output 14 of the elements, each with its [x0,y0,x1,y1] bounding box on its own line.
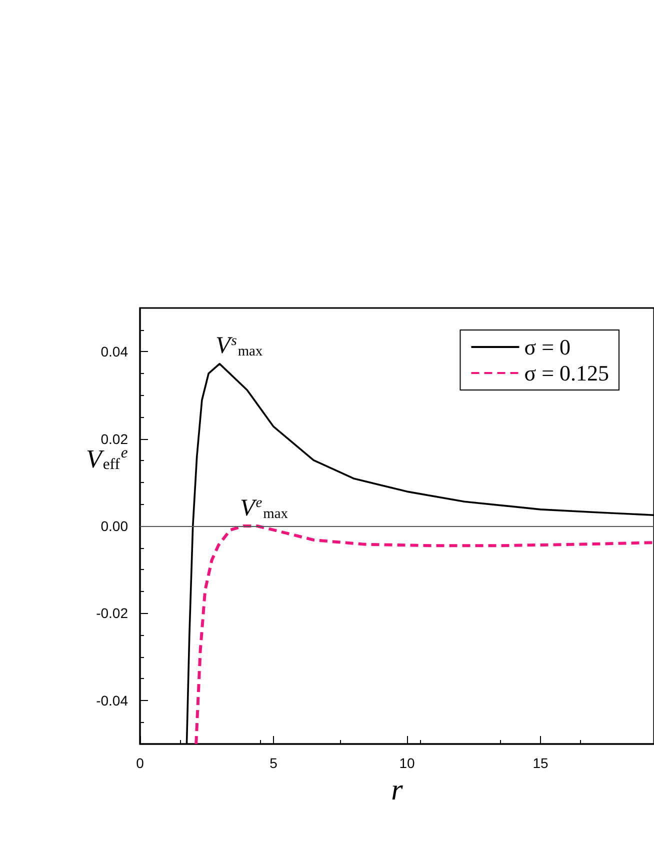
x-tick-label: 15 [532,755,549,771]
line-series [194,524,654,746]
legend-label: σ = 0 [524,334,571,360]
x-tick-label: 5 [270,755,278,771]
x-tick-label: 10 [399,755,416,771]
x-tick-label: 0 [136,755,144,771]
legend-label: σ = 0.125 [524,360,610,386]
y-tick-label: 0.02 [100,430,128,447]
y-tick-label: 0.04 [100,344,128,360]
y-axis-title: Veffe [86,444,128,474]
y-tick-label: 0.00 [100,518,128,534]
x-axis-title: r [391,773,404,806]
y-tick-label: -0.02 [96,605,128,622]
y-tick-label: -0.04 [96,692,128,708]
